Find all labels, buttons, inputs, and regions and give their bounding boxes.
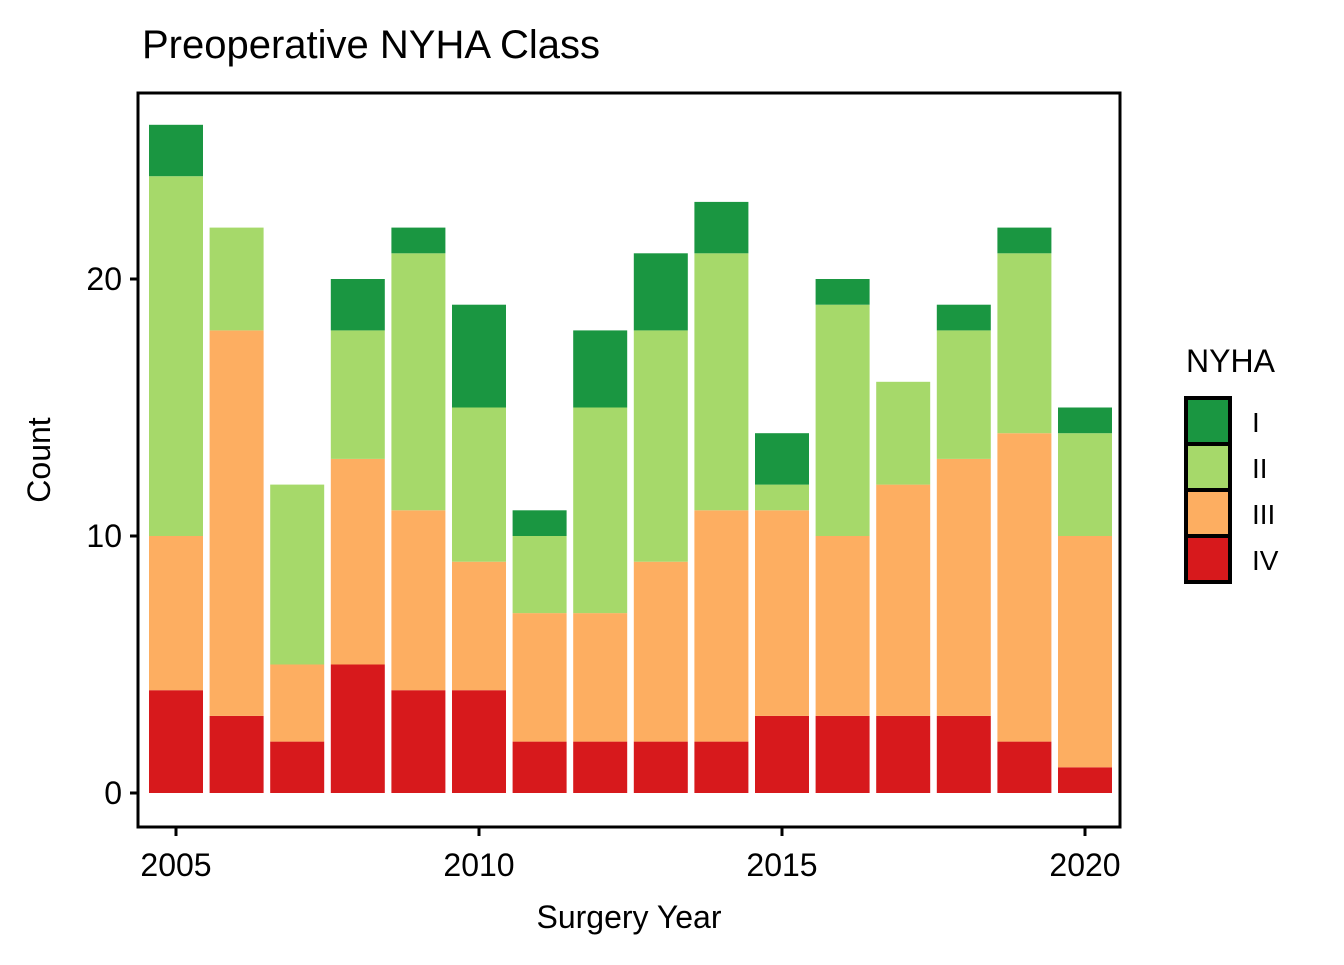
bar-segment-2007-IV <box>270 741 325 793</box>
bar-segment-2011-IV <box>512 741 567 793</box>
bar-segment-2005-IV <box>149 690 203 793</box>
legend-label-II: II <box>1252 453 1268 484</box>
bar-segment-2019-III <box>997 433 1052 742</box>
bar-segment-2015-III <box>755 510 809 716</box>
bar-segment-2018-I <box>936 304 991 331</box>
bar-segment-2006-II <box>209 227 264 331</box>
x-tick-label: 2015 <box>746 847 817 883</box>
bar-segment-2013-II <box>633 330 688 562</box>
bar-segment-2018-II <box>936 330 991 459</box>
chart-title: Preoperative NYHA Class <box>142 23 600 67</box>
bar-segment-2016-IV <box>815 715 870 793</box>
legend-key-IV <box>1184 534 1232 584</box>
bar-segment-2013-IV <box>633 741 688 793</box>
bar-segment-2010-I <box>452 304 506 408</box>
x-tick-label: 2010 <box>443 847 514 883</box>
y-tick-label: 10 <box>86 518 122 554</box>
bar-segment-2016-II <box>815 304 870 536</box>
bar-segment-2008-III <box>330 458 385 665</box>
bar-segment-2010-IV <box>452 690 506 793</box>
x-tick-label: 2020 <box>1049 847 1120 883</box>
bar-segment-2013-I <box>633 253 688 331</box>
legend-label-IV: IV <box>1252 545 1279 576</box>
bar-segment-2020-II <box>1058 433 1112 536</box>
bar-segment-2012-III <box>573 613 628 742</box>
legend-label-III: III <box>1252 499 1275 530</box>
x-axis-label: Surgery Year <box>536 899 721 935</box>
bar-segment-2019-II <box>997 253 1052 434</box>
legend-key-III <box>1184 488 1232 538</box>
bar-segment-2010-II <box>452 407 506 562</box>
bar-segment-2015-I <box>755 433 809 485</box>
bar-segment-2009-I <box>391 227 446 254</box>
bar-segment-2005-III <box>149 536 203 691</box>
bar-segment-2019-IV <box>997 741 1052 793</box>
y-tick-label: 20 <box>86 261 122 297</box>
bar-segment-2014-I <box>694 201 749 254</box>
bar-segment-2005-II <box>149 176 203 536</box>
bar-segment-2017-III <box>876 484 931 716</box>
bar-segment-2012-II <box>573 407 628 614</box>
y-axis-label: Count <box>21 417 57 503</box>
bar-segment-2008-IV <box>330 664 385 793</box>
x-tick-label: 2005 <box>140 847 211 883</box>
y-tick-label: 0 <box>104 775 122 811</box>
legend-key-I <box>1184 396 1232 446</box>
bar-segment-2012-I <box>573 330 628 408</box>
bar-segment-2006-III <box>209 330 264 716</box>
bar-segment-2009-II <box>391 253 446 511</box>
bar-segment-2016-I <box>815 279 870 305</box>
bar-segment-2020-IV <box>1058 767 1112 793</box>
bar-segment-2006-IV <box>209 715 264 793</box>
legend-key-II <box>1184 442 1232 492</box>
bar-segment-2019-I <box>997 227 1052 254</box>
x-axis: 2005 2010 2015 2020 <box>140 827 1121 883</box>
bar-segment-2018-III <box>936 458 991 716</box>
bar-segment-2013-III <box>633 561 688 742</box>
bar-segment-2020-III <box>1058 536 1112 768</box>
bar-segment-2014-IV <box>694 741 749 793</box>
bar-segment-2009-IV <box>391 690 446 793</box>
y-axis: 0 10 20 <box>86 261 138 811</box>
bar-segment-2011-III <box>512 613 567 742</box>
bar-segment-2014-III <box>694 510 749 742</box>
bar-segment-2011-I <box>512 510 567 536</box>
bar-segment-2010-III <box>452 561 506 691</box>
bar-segment-2016-III <box>815 536 870 716</box>
bar-segment-2015-II <box>755 484 809 511</box>
legend-title: NYHA <box>1186 343 1276 379</box>
bar-segment-2005-I <box>149 124 203 177</box>
legend-label-I: I <box>1252 407 1260 438</box>
bar-segment-2015-IV <box>755 715 809 793</box>
bar-segment-2007-II <box>270 484 325 665</box>
bar-segment-2014-II <box>694 253 749 511</box>
bar-segment-2011-II <box>512 536 567 614</box>
bar-segment-2017-II <box>876 381 931 485</box>
bar-segment-2008-I <box>330 279 385 331</box>
bar-segment-2012-IV <box>573 741 628 793</box>
bar-segment-2017-IV <box>876 715 931 793</box>
bar-segment-2018-IV <box>936 715 991 793</box>
bar-segment-2020-I <box>1058 407 1112 434</box>
bars-group <box>149 124 1112 793</box>
bar-segment-2009-III <box>391 510 446 691</box>
bar-segment-2008-II <box>330 330 385 459</box>
plot-panel-border <box>136 91 1122 829</box>
bar-segment-2007-III <box>270 664 325 742</box>
